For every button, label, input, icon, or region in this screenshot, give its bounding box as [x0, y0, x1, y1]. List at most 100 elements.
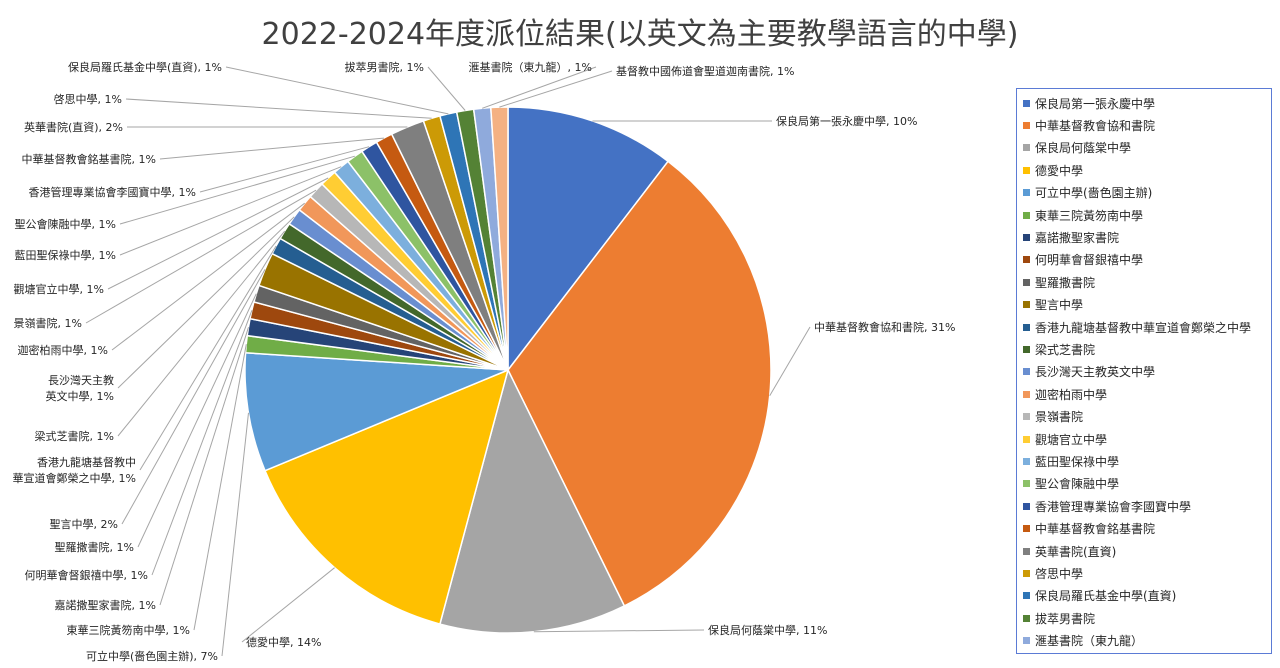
legend-item: 保良局第一張永慶中學 — [1017, 92, 1271, 114]
data-label: 中華基督教會銘基書院, 1% — [22, 152, 156, 166]
legend-swatch — [1023, 189, 1030, 197]
legend-label: 觀塘官立中學 — [1035, 432, 1108, 447]
data-labels: 保良局第一張永慶中學, 10% 中華基督教會協和書院, 31% 保良局何蔭棠中學, … — [13, 60, 956, 663]
data-label: 英華書院(直資), 2% — [24, 120, 123, 134]
leader-line — [139, 245, 277, 471]
data-label: 香港管理專業協會李國寶中學, 1% — [29, 185, 196, 199]
legend-item: 滙基書院（東九龍） — [1017, 629, 1271, 651]
legend-swatch — [1023, 368, 1030, 376]
legend-item: 何明華會督銀禧中學 — [1017, 249, 1271, 271]
legend-item: 長沙灣天主教英文中學 — [1017, 361, 1271, 383]
data-label: 景嶺書院, 1% — [14, 316, 82, 330]
legend-item: 觀塘官立中學 — [1017, 428, 1271, 450]
data-label: 聖公會陳融中學, 1% — [15, 217, 116, 231]
legend-item: 迦密柏雨中學 — [1017, 383, 1271, 405]
data-label: 迦密柏雨中學, 1% — [18, 343, 108, 357]
legend-swatch — [1023, 614, 1030, 622]
legend-item: 保良局羅氏基金中學(直資) — [1017, 585, 1271, 607]
chart-legend: 保良局第一張永慶中學 中華基督教會協和書院 保良局何蔭棠中學 德愛中學 可立中學(嗇色園… — [1016, 88, 1272, 654]
legend-swatch — [1023, 144, 1030, 152]
leader-line — [193, 344, 247, 631]
legend-swatch — [1023, 525, 1030, 533]
data-label: 觀塘官立中學, 1% — [14, 282, 104, 296]
legend-swatch — [1023, 547, 1030, 555]
legend-label: 東華三院黃笏南中學 — [1035, 208, 1144, 223]
legend-swatch — [1023, 502, 1030, 510]
legend-swatch — [1023, 234, 1030, 242]
leader-line — [121, 269, 266, 525]
legend-label: 聖言中學 — [1035, 298, 1084, 313]
legend-item: 聖公會陳融中學 — [1017, 473, 1271, 495]
legend-label: 啓思中學 — [1035, 566, 1084, 581]
legend-label: 香港管理專業協會李國寶中學 — [1035, 499, 1192, 514]
legend-item: 英華書院(直資) — [1017, 540, 1271, 562]
legend-item: 啓思中學 — [1017, 562, 1271, 584]
legend-label: 保良局第一張永慶中學 — [1035, 96, 1156, 111]
leader-lines — [85, 66, 811, 657]
legend-label: 英華書院(直資) — [1035, 544, 1117, 559]
legend-swatch — [1023, 256, 1030, 264]
legend-swatch — [1023, 122, 1030, 130]
leader-line — [125, 98, 432, 119]
legend-label: 保良局何蔭棠中學 — [1035, 141, 1132, 156]
legend-label: 梁式芝書院 — [1035, 342, 1096, 357]
data-label: 可立中學(嗇色園主辦), 7% — [86, 649, 218, 663]
leader-line — [117, 216, 295, 389]
legend-item: 拔萃男書院 — [1017, 607, 1271, 629]
legend-label: 迦密柏雨中學 — [1035, 387, 1108, 402]
legend-item: 藍田聖保祿中學 — [1017, 450, 1271, 472]
legend-swatch — [1023, 301, 1030, 309]
chart-title: 2022-2024年度派位結果(以英文為主要教學語言的中學) — [262, 17, 1019, 52]
legend-label: 香港九龍塘基督教中華宣道會鄭榮之中學 — [1035, 320, 1252, 335]
leader-line — [111, 202, 306, 351]
data-label: 保良局第一張永慶中學, 10% — [776, 114, 917, 128]
legend-swatch — [1023, 637, 1030, 645]
data-label: 滙基書院（東九龍）, 1% — [469, 60, 592, 74]
data-label: 基督教中國佈道會聖道迦南書院, 1% — [616, 64, 794, 78]
legend-label: 何明華會督銀禧中學 — [1035, 253, 1144, 268]
data-label: 嘉諾撒聖家書院, 1% — [55, 598, 156, 612]
legend-item: 香港九龍塘基督教中華宣道會鄭榮之中學 — [1017, 316, 1271, 338]
leader-line — [117, 230, 286, 437]
data-label: 啓思中學, 1% — [54, 92, 122, 106]
leader-line — [159, 327, 249, 606]
data-label: 藍田聖保祿中學, 1% — [15, 248, 116, 262]
data-label: 長沙灣天主教英文中學, 1% — [46, 374, 114, 403]
leader-line — [119, 155, 355, 225]
leader-line — [241, 567, 335, 643]
data-label: 何明華會督銀禧中學, 1% — [25, 568, 148, 582]
leader-line — [107, 177, 329, 290]
legend-label: 保良局羅氏基金中學(直資) — [1035, 589, 1177, 604]
legend-label: 景嶺書院 — [1035, 410, 1084, 425]
legend-swatch — [1023, 413, 1030, 421]
legend-item: 香港管理專業協會李國寶中學 — [1017, 495, 1271, 517]
pie-slice — [439, 367, 626, 634]
legend-swatch — [1023, 166, 1030, 174]
leader-line — [137, 293, 257, 548]
leader-line — [85, 189, 317, 324]
data-label: 保良局羅氏基金中學(直資), 1% — [68, 60, 222, 74]
data-label: 聖言中學, 2% — [50, 518, 118, 531]
leader-line — [427, 66, 466, 111]
data-label: 東華三院黃笏南中學, 1% — [67, 623, 190, 637]
legend-swatch — [1023, 480, 1030, 488]
legend-label: 長沙灣天主教英文中學 — [1035, 365, 1156, 380]
legend-item: 中華基督教會銘基書院 — [1017, 517, 1271, 539]
data-label: 梁式芝書院, 1% — [35, 429, 114, 443]
legend-item: 東華三院黃笏南中學 — [1017, 204, 1271, 226]
data-label: 拔萃男書院, 1% — [345, 60, 424, 74]
legend-label: 嘉諾撒聖家書院 — [1035, 231, 1120, 246]
leader-line — [199, 146, 370, 193]
data-label: 中華基督教會協和書院, 31% — [814, 320, 955, 334]
legend-swatch — [1023, 99, 1030, 107]
legend-item: 德愛中學 — [1017, 159, 1271, 181]
legend-swatch — [1023, 390, 1030, 398]
leader-line — [151, 310, 253, 576]
legend-label: 中華基督教會銘基書院 — [1035, 522, 1156, 537]
pie-slices — [244, 106, 772, 634]
legend-swatch — [1023, 457, 1030, 465]
legend-label: 聖公會陳融中學 — [1035, 477, 1120, 492]
legend-swatch — [1023, 592, 1030, 600]
legend-label: 德愛中學 — [1035, 163, 1084, 178]
